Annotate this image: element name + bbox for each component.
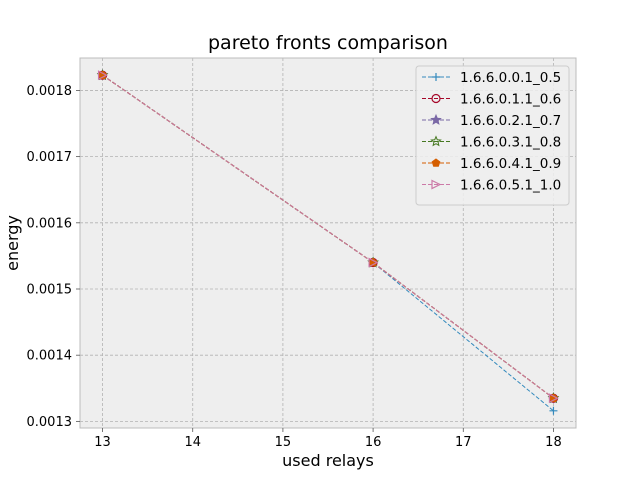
- grid: [80, 58, 576, 428]
- legend-label: 1.6.6.0.5.1_1.0: [460, 178, 561, 194]
- x-tick-label: 13: [94, 435, 111, 450]
- data-point: [97, 70, 108, 81]
- y-tick-label: 0.0013: [27, 415, 73, 430]
- legend-marker: [431, 179, 442, 190]
- legend-box: [415, 65, 570, 206]
- x-tick-label: 17: [455, 435, 472, 450]
- y-axis-label: energy: [3, 215, 22, 271]
- x-axis-label: used relays: [282, 451, 374, 470]
- legend-label: 1.6.6.0.1.1_0.6: [460, 92, 561, 108]
- x-tick-label: 15: [275, 435, 292, 450]
- y-tick-label: 0.0016: [27, 216, 73, 231]
- plot-border: [79, 57, 577, 429]
- series-lines: [102, 74, 554, 412]
- series-line: [102, 74, 554, 399]
- data-point: [549, 406, 558, 415]
- legend-marker: [431, 158, 441, 167]
- legend-marker: [432, 73, 440, 81]
- data-point: [548, 393, 559, 404]
- series-markers: [96, 69, 560, 415]
- legend-marker: [430, 135, 442, 147]
- legend: 1.6.6.0.0.1_0.5 1.6.6.0.1.1_0.6 1.6.6.0.2.…: [415, 65, 570, 206]
- legend-label: 1.6.6.0.0.1_0.5: [460, 70, 561, 86]
- y-axis-ticks: 0.0013 0.0014 0.0015 0.0016 0.0017 0.0018: [27, 84, 80, 430]
- chart-title: pareto fronts comparison: [208, 32, 448, 54]
- y-tick-label: 0.0018: [27, 84, 73, 99]
- plot-frame: [79, 57, 577, 429]
- y-tick-label: 0.0017: [27, 150, 73, 165]
- legend-label: 1.6.6.0.3.1_0.8: [460, 135, 561, 151]
- y-tick-label: 0.0014: [27, 349, 73, 364]
- y-tick-label: 0.0015: [27, 283, 73, 298]
- legend-label: 1.6.6.0.4.1_0.9: [460, 156, 561, 172]
- x-tick-label: 14: [184, 435, 201, 450]
- x-axis-ticks: 13 14 15 16 17 18: [94, 428, 562, 450]
- x-tick-label: 18: [545, 435, 562, 450]
- x-tick-label: 16: [365, 435, 382, 450]
- legend-marker: [430, 113, 442, 125]
- legend-label: 1.6.6.0.2.1_0.7: [460, 113, 561, 129]
- legend-marker: [431, 93, 441, 104]
- data-point: [368, 257, 379, 268]
